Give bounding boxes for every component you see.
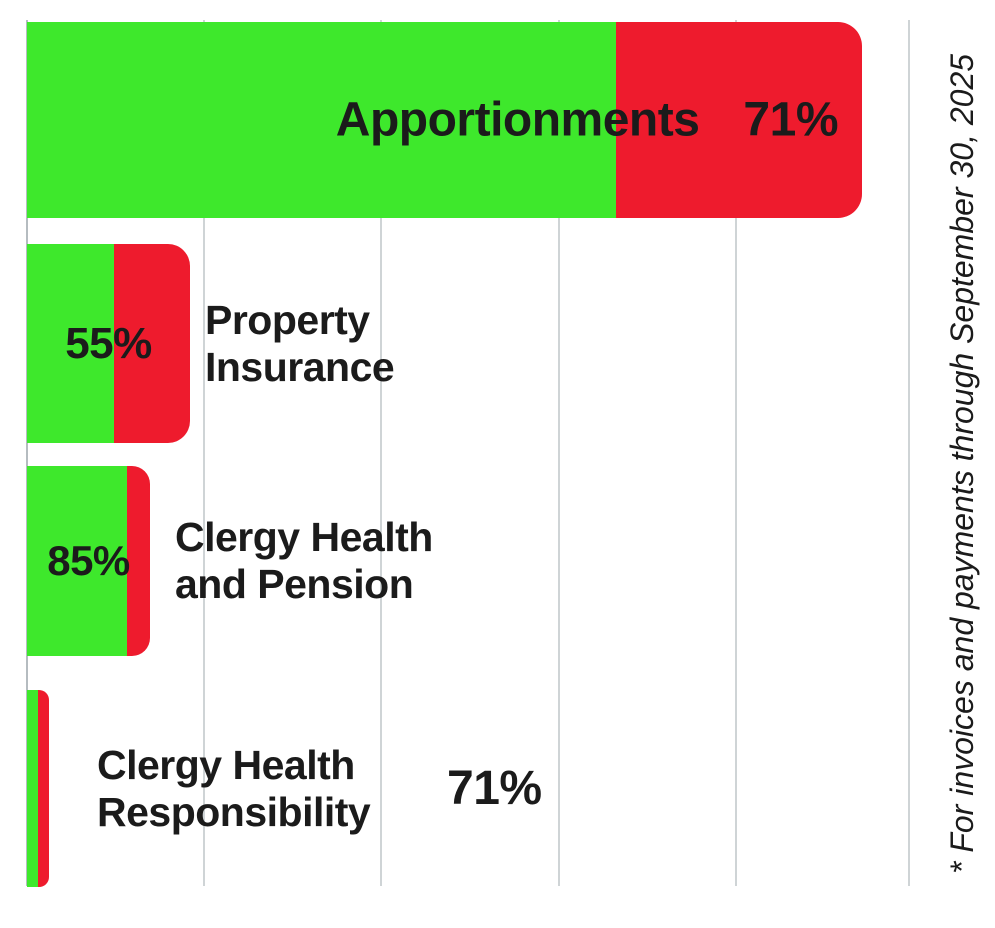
remaining-segment (127, 466, 150, 656)
paid-segment (27, 690, 38, 887)
gridline (380, 20, 382, 886)
gridline (26, 20, 28, 886)
gridline (558, 20, 560, 886)
bar-label-apportionments: Apportionments 71% (335, 93, 839, 148)
gridline (735, 20, 737, 886)
bar-label-line: Property (205, 296, 370, 343)
footnote-text: * For invoices and payments through Sept… (944, 53, 980, 875)
bar-label-clergy-health-pension: Clergy Health and Pension (175, 466, 433, 656)
gridline (908, 20, 910, 886)
bar-clergy-health-responsibility (27, 690, 49, 887)
bar-label-line: Clergy Health (175, 514, 433, 560)
bar-label-text: Apportionments (335, 93, 700, 147)
remaining-segment (616, 22, 862, 218)
bar-label-line: Insurance (205, 343, 395, 390)
bar-clergy-health-pension: 85% (27, 466, 150, 656)
percent-value: 71% (447, 762, 542, 815)
bar-property-insurance: 55% (27, 244, 190, 443)
remaining-segment (114, 244, 190, 443)
bar-label-line: Responsibility (97, 788, 371, 835)
percent-value: 85% (47, 537, 130, 584)
footnote-column: * For invoices and payments through Sept… (933, 0, 991, 928)
percent-value: 55% (65, 318, 152, 368)
paid-segment (27, 466, 127, 656)
percent-value: 71% (743, 93, 838, 147)
bar-apportionments: Apportionments 71% (27, 22, 862, 218)
remaining-segment (38, 690, 49, 887)
gridline (203, 20, 205, 886)
bar-label-line: Clergy Health (97, 741, 355, 788)
paid-segment (27, 22, 616, 218)
bar-label-property-insurance: Property Insurance (205, 244, 395, 443)
paid-segment (27, 244, 114, 443)
bar-label-clergy-health-responsibility: Clergy Health Responsibility (97, 690, 371, 887)
bar-label-line: and Pension (175, 561, 414, 607)
